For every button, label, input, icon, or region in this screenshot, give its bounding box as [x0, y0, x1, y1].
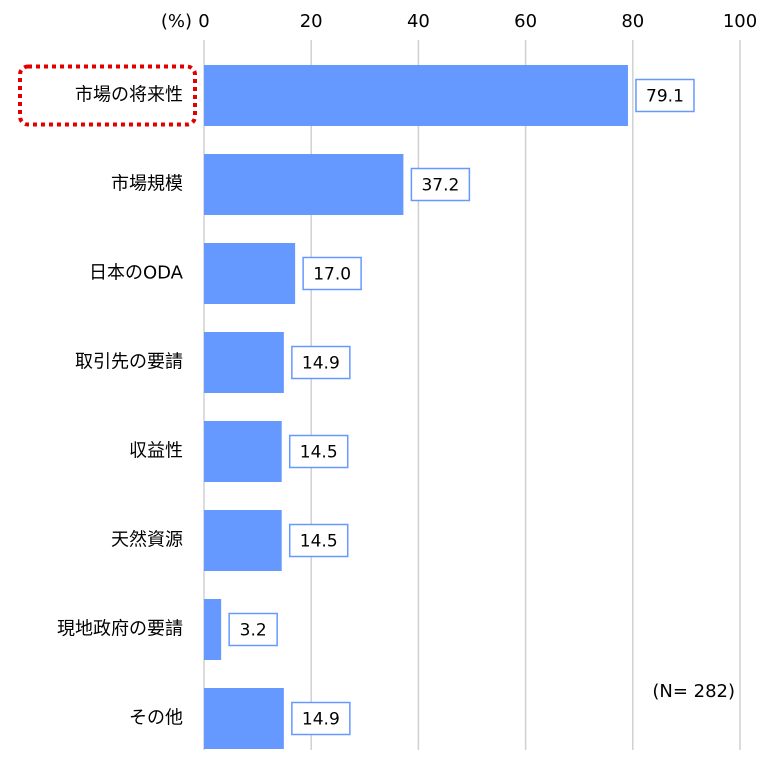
value-label-box [288, 434, 349, 469]
bar [204, 65, 628, 126]
value-label-box [288, 523, 349, 558]
note: (N= 282) [652, 681, 735, 702]
y-tick-label: その他 [129, 708, 183, 729]
value-label: 14.9 [302, 354, 340, 374]
bar [204, 421, 282, 482]
value-label-box [228, 612, 278, 647]
value-label-box [291, 345, 351, 380]
value-label: 14.9 [302, 710, 340, 730]
x-tick-label: 20 [300, 11, 323, 32]
value-label: 79.1 [646, 87, 684, 107]
y-tick-label: 取引先の要請 [75, 352, 183, 373]
value-label: 14.5 [300, 443, 338, 463]
bar [204, 243, 296, 304]
y-tick-label: 天然資源 [111, 530, 183, 551]
unit-label: (%) [161, 11, 192, 32]
y-tick-label: 現地政府の要請 [57, 619, 183, 640]
bar [204, 510, 282, 571]
x-tick-label: 60 [514, 11, 537, 32]
value-label-box [635, 78, 695, 113]
x-tick-label: 0 [198, 11, 209, 32]
value-label: 17.0 [313, 265, 351, 285]
value-label-box [291, 701, 351, 736]
y-tick-label: 市場規模 [111, 174, 183, 195]
bar [204, 332, 284, 393]
y-tick-label: 日本のODA [89, 263, 184, 284]
value-label: 14.5 [300, 532, 338, 552]
value-label: 37.2 [421, 176, 459, 196]
bar [204, 688, 284, 749]
x-tick-label: 80 [621, 11, 644, 32]
value-label-box [410, 167, 471, 202]
x-tick-label: 40 [407, 11, 430, 32]
value-label-box [302, 256, 362, 291]
y-tick-label: 市場の将来性 [75, 85, 183, 106]
value-label: 3.2 [240, 621, 267, 641]
y-tick-label: 収益性 [129, 441, 183, 462]
highlight-box [18, 64, 197, 127]
x-tick-label: 100 [723, 11, 757, 32]
bar [204, 599, 222, 660]
bar [204, 154, 404, 215]
